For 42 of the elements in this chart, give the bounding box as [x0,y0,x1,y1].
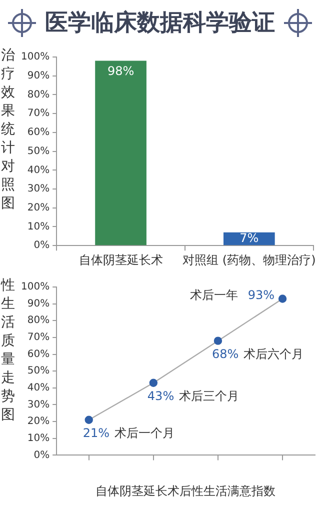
annotation: 术后六个月 [244,346,304,361]
data-label: 7% [240,230,259,245]
y-tick-label: 10% [27,221,50,232]
data-label: 93% [248,288,275,302]
annotation: 术后三个月 [179,389,240,403]
y-tick-label: 60% [27,348,50,360]
y-tick-label: 10% [27,432,50,444]
y-tick-label: 20% [27,202,50,214]
y-tick-label: 0% [34,240,50,252]
y-tick-label: 90% [27,70,50,82]
point [84,416,93,424]
y-tick-label: 30% [27,399,50,410]
x-tick-label: 自体阴茎延长术 [78,252,163,267]
y-tick-label: 50% [27,146,50,157]
y-tick-label: 70% [27,332,50,344]
y-tick-label: 90% [27,298,50,310]
y-tick-label: 0% [34,450,50,461]
y-tick-label: 30% [27,184,50,195]
point [214,336,222,345]
y-tick-label: 80% [27,89,50,100]
chart-title: 医学临床数据科学验证 [45,9,275,38]
y-axis-title: 性生活质量走势图 [0,278,15,424]
annotation: 术后一个月 [114,426,175,440]
y-tick-label: 100% [20,282,50,293]
text: 治疗效果统计对照图 [1,48,15,212]
data-label: 68% [212,346,239,361]
point [278,294,287,303]
data-label: 21% [82,426,110,440]
data-label: 43% [147,389,174,403]
y-tick-label: 60% [27,127,50,138]
y-tick-label: 20% [27,416,50,428]
y-tick-label: 40% [27,164,50,176]
y-tick-label: 100% [20,52,50,63]
annotation: 术后一年 [190,288,238,302]
y-tick-label: 70% [27,108,50,120]
x-axis-title: 自体阴茎延长术后性生活满意指数 [96,484,276,498]
y-tick-label: 40% [27,382,50,394]
data-label: 98% [107,64,134,78]
point [149,378,158,387]
y-tick-label: 50% [27,366,50,377]
x-tick-label: 对照组 (药物、物理治疗) [182,252,316,267]
y-tick-label: 80% [27,315,50,326]
